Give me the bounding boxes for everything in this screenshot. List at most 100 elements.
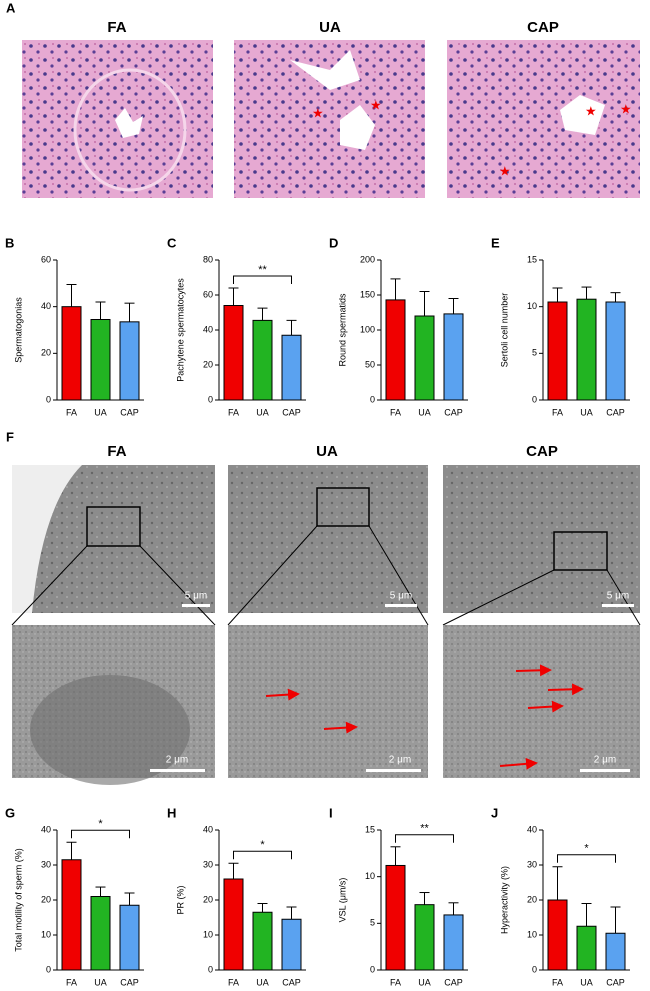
significance-label: ** bbox=[258, 264, 267, 276]
image-title: CAP bbox=[527, 19, 559, 36]
y-tick-label: 40 bbox=[41, 301, 51, 311]
x-tick-label: UA bbox=[580, 407, 593, 417]
y-tick-label: 30 bbox=[41, 859, 51, 869]
y-tick-label: 10 bbox=[203, 929, 213, 939]
y-axis-title: PR (%) bbox=[175, 885, 185, 914]
bar bbox=[281, 334, 302, 401]
bar bbox=[119, 321, 140, 401]
y-tick-label: 0 bbox=[46, 394, 51, 404]
y-axis-title: VSL (μm/s) bbox=[337, 878, 347, 923]
y-tick-label: 20 bbox=[527, 894, 537, 904]
bar bbox=[61, 859, 82, 971]
x-tick-label: UA bbox=[94, 977, 107, 987]
bar bbox=[385, 299, 406, 401]
y-tick-label: 0 bbox=[370, 964, 375, 974]
y-axis-title: Sertoli cell number bbox=[499, 293, 509, 368]
x-tick-label: UA bbox=[580, 977, 593, 987]
image-title: UA bbox=[319, 19, 341, 36]
bar bbox=[223, 878, 244, 971]
x-tick-label: UA bbox=[256, 977, 269, 987]
bar bbox=[385, 864, 406, 971]
y-axis-title: Pachytene spermatocytes bbox=[175, 278, 185, 382]
image-title: CAP bbox=[526, 443, 558, 460]
panel-label: H bbox=[167, 805, 176, 820]
histology-images: ★ ★ ★ ★ ★ bbox=[22, 40, 640, 198]
panel-label: A bbox=[6, 0, 16, 15]
bar bbox=[61, 306, 82, 401]
y-tick-label: 30 bbox=[203, 859, 213, 869]
x-tick-label: CAP bbox=[444, 977, 463, 987]
bar bbox=[281, 918, 302, 971]
x-tick-label: CAP bbox=[606, 407, 625, 417]
y-tick-label: 20 bbox=[203, 359, 213, 369]
scale-bar-label: 5 μm bbox=[390, 591, 412, 602]
y-axis-title: Hyperactivity (%) bbox=[499, 866, 509, 934]
y-tick-label: 0 bbox=[532, 964, 537, 974]
y-tick-label: 50 bbox=[365, 359, 375, 369]
scale-bar-label: 2 μm bbox=[166, 755, 188, 766]
panel-label: J bbox=[491, 805, 498, 820]
star: ★ bbox=[312, 105, 324, 120]
y-tick-label: 60 bbox=[41, 254, 51, 264]
bar bbox=[223, 305, 244, 401]
significance-label: * bbox=[260, 839, 265, 851]
y-axis-title: Round spermatids bbox=[337, 293, 347, 367]
x-tick-label: CAP bbox=[282, 407, 301, 417]
x-tick-label: FA bbox=[552, 977, 563, 987]
bar bbox=[576, 925, 597, 971]
image-title: FA bbox=[107, 443, 126, 460]
bar bbox=[547, 899, 568, 971]
x-tick-label: FA bbox=[390, 407, 401, 417]
x-tick-label: CAP bbox=[120, 977, 139, 987]
bar bbox=[443, 313, 464, 401]
scale-bar-label: 5 μm bbox=[185, 591, 207, 602]
panel-label: C bbox=[167, 235, 177, 250]
x-tick-label: CAP bbox=[444, 407, 463, 417]
significance-label: * bbox=[98, 818, 103, 830]
y-tick-label: 0 bbox=[208, 964, 213, 974]
star: ★ bbox=[620, 101, 632, 116]
y-tick-label: 5 bbox=[370, 918, 375, 928]
x-tick-label: CAP bbox=[606, 977, 625, 987]
significance-bracket bbox=[233, 850, 292, 860]
y-tick-label: 0 bbox=[208, 394, 213, 404]
x-tick-label: UA bbox=[94, 407, 107, 417]
bar bbox=[414, 904, 435, 971]
significance-bracket bbox=[71, 829, 130, 839]
x-tick-label: FA bbox=[66, 407, 77, 417]
panel-label: B bbox=[5, 235, 14, 250]
y-tick-label: 30 bbox=[527, 859, 537, 869]
panel-label: F bbox=[6, 429, 14, 444]
y-tick-label: 60 bbox=[203, 289, 213, 299]
y-tick-label: 200 bbox=[360, 254, 375, 264]
bar bbox=[547, 301, 568, 401]
image-title: UA bbox=[316, 443, 338, 460]
y-tick-label: 20 bbox=[41, 348, 51, 358]
x-tick-label: FA bbox=[228, 407, 239, 417]
scale-bar-label: 5 μm bbox=[607, 591, 629, 602]
y-tick-label: 10 bbox=[527, 929, 537, 939]
significance-bracket bbox=[557, 854, 616, 863]
y-tick-label: 0 bbox=[46, 964, 51, 974]
bar bbox=[443, 914, 464, 971]
x-tick-label: UA bbox=[418, 977, 431, 987]
y-axis-title: Spermatogonias bbox=[13, 297, 23, 363]
bar bbox=[119, 904, 140, 971]
y-axis-title: Total motility of sperm (%) bbox=[13, 848, 23, 952]
star: ★ bbox=[370, 97, 382, 112]
x-tick-label: FA bbox=[552, 407, 563, 417]
significance-label: * bbox=[584, 843, 589, 855]
x-tick-label: UA bbox=[418, 407, 431, 417]
y-tick-label: 15 bbox=[365, 824, 375, 834]
significance-bracket bbox=[233, 275, 292, 284]
scale-bar-label: 2 μm bbox=[389, 755, 411, 766]
panel-label: G bbox=[5, 805, 15, 820]
bar bbox=[605, 301, 626, 401]
y-tick-label: 150 bbox=[360, 289, 375, 299]
panel-label: D bbox=[329, 235, 338, 250]
bar bbox=[252, 319, 273, 401]
y-tick-label: 80 bbox=[203, 254, 213, 264]
bar bbox=[605, 932, 626, 971]
y-tick-label: 20 bbox=[203, 894, 213, 904]
x-tick-label: FA bbox=[228, 977, 239, 987]
